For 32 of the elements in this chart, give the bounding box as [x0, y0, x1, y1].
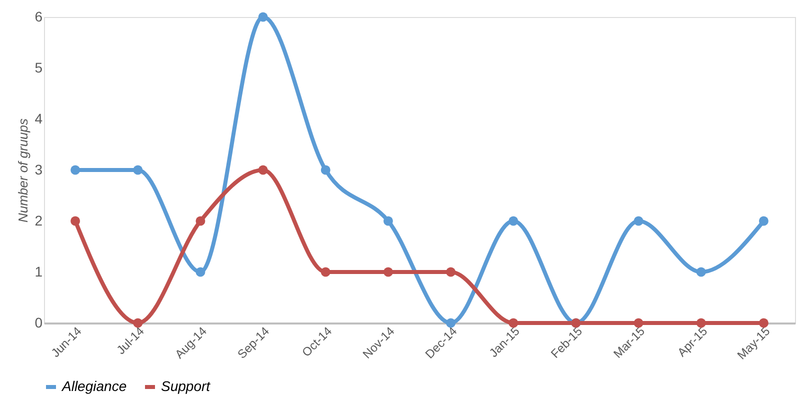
y-tick-label: 3 [34, 162, 43, 178]
point [258, 12, 268, 22]
point [383, 267, 393, 277]
point [70, 216, 80, 226]
y-tick-label: 1 [34, 264, 43, 280]
point [133, 318, 143, 328]
legend-label: Support [161, 378, 212, 394]
point [758, 318, 768, 328]
y-tick-label: 2 [34, 212, 43, 228]
point [70, 165, 80, 175]
point [696, 267, 706, 277]
point [133, 165, 143, 175]
point [508, 216, 518, 226]
y-axis-title: Number of gruups [16, 118, 31, 223]
legend-label: Allegiance [61, 378, 127, 394]
point [758, 216, 768, 226]
point [696, 318, 706, 328]
point [320, 267, 330, 277]
point [634, 216, 644, 226]
point [258, 165, 268, 175]
point [196, 216, 206, 226]
point [196, 267, 206, 277]
point [446, 318, 456, 328]
y-tick-label: 0 [34, 314, 43, 330]
point [634, 318, 644, 328]
y-tick-label: 4 [34, 110, 43, 126]
y-tick-label: 5 [34, 60, 43, 76]
point [508, 318, 518, 328]
y-tick-label: 6 [34, 8, 43, 24]
point [383, 216, 393, 226]
point [446, 267, 456, 277]
point [320, 165, 330, 175]
